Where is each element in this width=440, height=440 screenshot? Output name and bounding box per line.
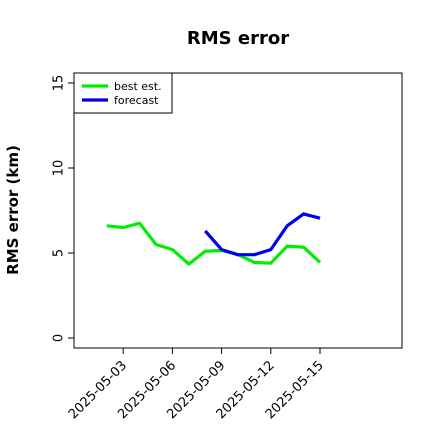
- series-line-2: [203, 212, 321, 257]
- series-layer: [106, 212, 322, 266]
- y-axis-label: RMS error (km): [4, 145, 22, 275]
- legend-label: best est.: [114, 80, 162, 93]
- y-tick-label: 10: [52, 160, 67, 177]
- legend-label: forecast: [114, 94, 159, 107]
- x-axis: 2025-05-032025-05-062025-05-092025-05-12…: [66, 348, 327, 422]
- y-axis: 0 5 10 15: [52, 75, 74, 342]
- legend: best est.forecast: [73, 72, 173, 114]
- series-line-1: [106, 221, 322, 266]
- y-tick-label: 5: [52, 249, 67, 257]
- plot-frame: [73, 72, 403, 349]
- chart-title: RMS error: [187, 28, 289, 49]
- y-tick-label: 15: [52, 75, 67, 92]
- y-tick-label: 0: [52, 334, 67, 342]
- legend-box: [73, 72, 173, 114]
